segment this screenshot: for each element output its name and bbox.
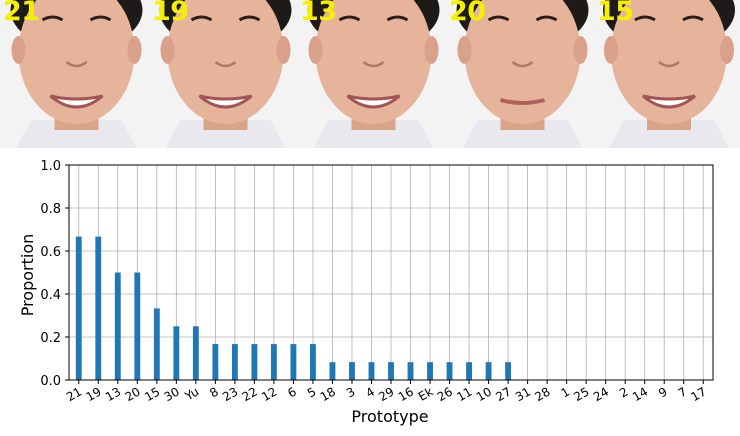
- face-illustration: [0, 0, 149, 148]
- face-label: 21: [3, 0, 40, 27]
- y-axis-label: Proportion: [18, 234, 37, 317]
- x-tick-label: Ek: [416, 384, 436, 403]
- bar: [388, 362, 394, 380]
- y-tick-label: 0.4: [40, 288, 61, 303]
- face-strip: 21 19 13 20 15: [0, 0, 740, 148]
- face-label: 20: [449, 0, 486, 27]
- bar: [290, 344, 297, 380]
- y-axis-ticks: 0.0 0.2 0.4 0.6 0.8 1.0: [40, 159, 69, 389]
- bar: [134, 272, 141, 380]
- bar: [192, 326, 199, 380]
- x-tick-label: 1: [559, 384, 573, 400]
- face-illustration: [297, 0, 446, 148]
- bar: [212, 344, 219, 380]
- x-tick-label: 16: [396, 384, 416, 404]
- x-tick-label: 24: [591, 384, 611, 404]
- x-tick-label: 29: [376, 384, 396, 404]
- face-image-2: 19: [149, 0, 298, 148]
- bar: [173, 326, 180, 380]
- bar: [310, 344, 316, 380]
- x-tick-label: 15: [142, 384, 162, 404]
- face-image-3: 13: [297, 0, 446, 148]
- x-axis-label: Prototype: [351, 407, 428, 426]
- x-tick-label: 31: [513, 384, 533, 404]
- x-tick-label: 3: [344, 384, 358, 400]
- bar: [485, 362, 492, 380]
- bar: [114, 272, 121, 380]
- bar: [446, 362, 453, 380]
- bar: [427, 362, 433, 380]
- face-label: 15: [597, 0, 634, 27]
- bar: [349, 362, 355, 380]
- x-tick-label: 8: [207, 384, 221, 400]
- x-tick-label: 6: [285, 384, 299, 400]
- gridlines: [69, 164, 713, 381]
- x-tick-label: 18: [318, 384, 338, 404]
- x-tick-label: 25: [571, 384, 591, 404]
- bar: [368, 362, 375, 380]
- y-tick-label: 0.0: [40, 374, 61, 389]
- x-tick-label: 28: [532, 384, 552, 404]
- bar: [466, 362, 472, 380]
- face-illustration: [594, 0, 740, 148]
- x-tick-label: 20: [123, 384, 143, 404]
- x-tick-label: 22: [240, 384, 260, 404]
- x-tick-label: 26: [435, 384, 455, 404]
- x-tick-label: 27: [493, 384, 513, 404]
- x-tick-label: 12: [259, 384, 279, 404]
- bar: [270, 344, 277, 380]
- y-tick-label: 0.2: [40, 331, 61, 346]
- x-tick-label: 23: [220, 384, 240, 404]
- bar: [505, 362, 512, 380]
- face-image-4: 20: [446, 0, 595, 148]
- x-tick-label: 2: [617, 384, 631, 400]
- x-tick-label: 10: [474, 384, 494, 404]
- face-illustration: [149, 0, 298, 148]
- face-illustration: [446, 0, 595, 148]
- x-tick-label: 7: [676, 384, 690, 400]
- x-tick-label: 9: [656, 384, 670, 400]
- x-tick-label: Yu: [182, 384, 202, 403]
- face-label: 13: [300, 0, 337, 27]
- bar: [153, 308, 160, 380]
- x-tick-label: 5: [305, 384, 319, 400]
- x-tick-label: 14: [630, 384, 650, 404]
- y-tick-label: 0.6: [40, 245, 61, 260]
- x-tick-label: 30: [162, 384, 182, 404]
- x-tick-label: 21: [64, 384, 84, 404]
- face-label: 19: [152, 0, 189, 27]
- x-tick-label: 13: [103, 384, 123, 404]
- face-image-5: 15: [594, 0, 740, 148]
- bar: [95, 236, 102, 380]
- x-tick-label: 4: [363, 384, 377, 400]
- x-tick-label: 17: [689, 384, 709, 404]
- bar: [329, 362, 336, 380]
- x-tick-label: 19: [84, 384, 104, 404]
- bar-chart: 0.00.20.40.60.81.0 21 19 13 20 15 30 Yu 8 23 22 12…: [18, 159, 714, 426]
- bars: [75, 236, 512, 380]
- x-tick-label: 11: [454, 384, 474, 404]
- x-axis-ticks: 21 19 13 20 15 30 Yu 8 23 22 12 6 5 18 3 4 29 16 Ek 26 11 10 2…: [64, 380, 709, 404]
- bar: [75, 236, 82, 380]
- y-tick-label: 1.0: [40, 159, 61, 174]
- bar: [407, 362, 414, 380]
- bar: [251, 344, 258, 380]
- bar: [231, 344, 238, 380]
- y-tick-label: 0.8: [40, 202, 61, 217]
- face-image-1: 21: [0, 0, 149, 148]
